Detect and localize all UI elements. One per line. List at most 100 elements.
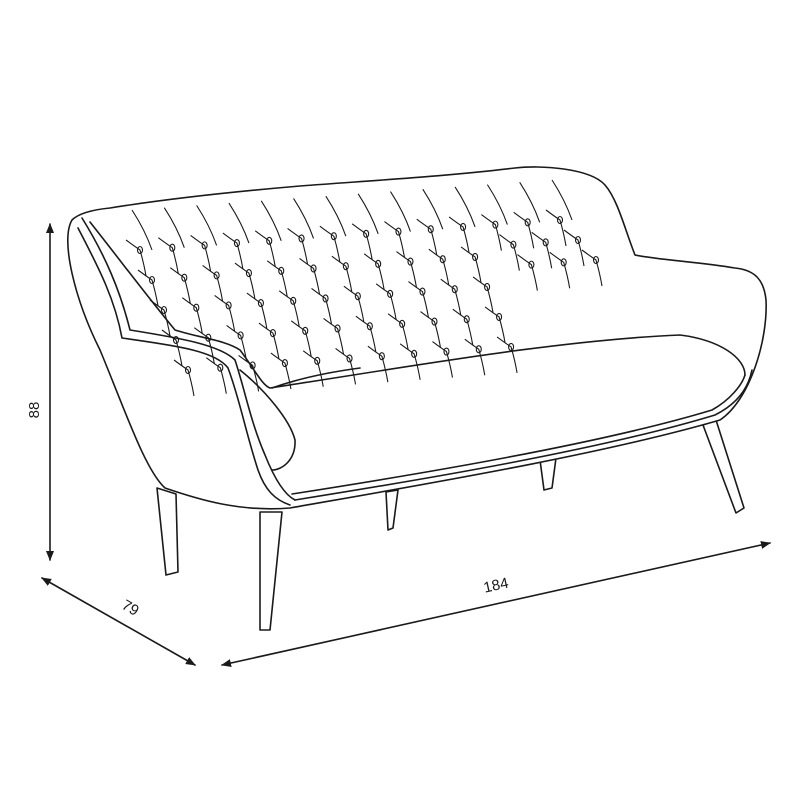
tuft-button [136,245,144,255]
tuft-button [148,275,156,285]
tuft-button [257,299,264,308]
tuft-fold [367,345,389,383]
tuft-button [460,222,467,231]
tuft-fold [384,221,406,258]
tuft-button [302,326,309,335]
width-dimension-line [221,541,771,667]
tuft-seam [390,191,411,232]
tuft-button [334,324,341,333]
tuft-button [399,319,406,328]
tuft-seam [196,205,218,246]
tuft-fold [452,308,474,346]
tuft-button [427,225,434,234]
tuft-fold [484,306,506,344]
tuft-button [330,232,337,241]
tuft-fold [363,253,385,290]
tuft-button [411,349,418,358]
width-label: 184 [482,575,510,597]
tuft-fold [396,251,418,288]
tuft-seam [357,193,379,235]
tuft-fold [496,336,518,374]
tuft-fold [331,255,353,293]
tuft-button [475,345,482,354]
tuft-seam [486,184,508,225]
tuft-button [484,282,491,291]
tuft-fold [408,281,430,318]
left-arm-cushion [239,369,296,471]
tuft-fold [323,318,345,355]
tuft-fold [258,322,280,360]
tuft-button [201,241,208,250]
tuft-fold [238,354,260,392]
tuft-button [443,347,450,356]
tuft-seam [163,207,185,248]
tuft-seam [293,198,315,239]
tuft-fold [278,290,300,327]
tuft-button [278,266,285,275]
tuft-fold [157,237,179,274]
tuft-button [233,239,240,248]
tuft-button [366,322,373,331]
tuft-fold [531,231,553,269]
tuft-fold [481,214,502,251]
tuft-button [184,365,192,375]
tuft-seam [422,188,444,230]
tuft-fold [399,343,421,380]
tuft-fold [460,246,482,284]
tuft-fold [161,329,183,367]
tuft-fold [190,234,212,272]
tuft-fold [222,232,244,270]
tuft-button [556,215,564,225]
tuft-fold [311,288,333,325]
tuft-seam [454,186,476,228]
tuft-button [510,240,517,249]
tuft-button [181,273,188,282]
tuft-button [193,303,200,312]
tuft-fold [517,254,538,291]
tuft-fold [149,299,171,337]
leg-front-right [702,419,745,514]
tuft-button [560,258,567,267]
tuft-button [266,236,273,245]
tuft-fold [335,348,357,385]
tuft-fold [472,276,494,314]
tuft-button [314,356,321,365]
tuft-seam [551,179,573,221]
tuft-button [269,329,276,338]
leg-front-left-outer [156,487,179,576]
tuft-fold [355,315,377,353]
tuft-button [342,262,349,271]
leg-back-middle [539,457,557,491]
tuft-fold [234,262,256,300]
tuft-fold [581,249,603,287]
tuft-button [160,305,168,315]
tuft-button [205,333,212,342]
tuft-fold [214,294,236,332]
seat-piping [291,374,746,495]
tuft-fold [287,228,309,265]
tuft-button [310,264,317,273]
tuft-fold [440,278,462,316]
tuft-button [245,269,252,278]
tuft-button [463,315,470,324]
tuft-fold [464,338,486,376]
tuft-seam [519,182,541,223]
tuft-button [451,285,458,294]
tuft-button [387,289,394,298]
tuft-button [508,342,515,351]
height-label: 88 [26,402,43,419]
tuft-fold [319,225,341,263]
tuft-fold [432,341,454,378]
tuft-button [524,218,531,227]
tuft-seam [228,202,250,244]
tuft-button [298,234,305,243]
depth-dimension-line [41,577,196,666]
tuft-fold [343,285,365,323]
tuft-button [592,255,600,265]
tuft-button [354,292,361,301]
tuft-seam [325,195,347,237]
tuft-button [439,255,446,264]
tuft-seam [131,209,153,251]
tuft-button [172,335,180,345]
